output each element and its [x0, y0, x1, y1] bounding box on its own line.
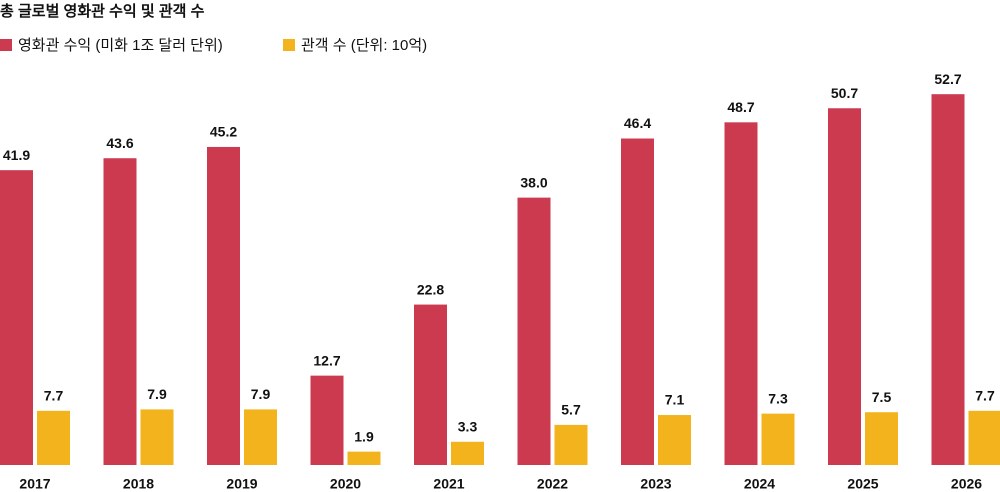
- x-tick-label: 2023: [640, 476, 671, 492]
- x-tick-label: 2022: [537, 476, 568, 492]
- x-tick-label: 2025: [847, 476, 878, 492]
- bar: [103, 158, 137, 465]
- bar: [931, 94, 965, 465]
- data-label: 48.7: [727, 99, 754, 115]
- x-tick-label: 2026: [951, 476, 982, 492]
- bar: [310, 375, 344, 465]
- bar: [37, 410, 70, 465]
- bar: [517, 197, 551, 466]
- bar: [865, 412, 898, 465]
- x-tick-label: 2020: [330, 476, 361, 492]
- x-tick-label: 2024: [744, 476, 775, 492]
- bar: [968, 410, 1000, 465]
- legend-label: 관객 수 (단위: 10억): [301, 37, 427, 54]
- data-label: 50.7: [831, 85, 858, 101]
- bar: [414, 304, 447, 465]
- data-label: 7.3: [768, 390, 788, 406]
- x-tick-label: 2017: [19, 476, 50, 492]
- data-label: 7.7: [44, 388, 64, 404]
- data-label: 7.5: [872, 389, 892, 405]
- data-label: 7.7: [975, 388, 995, 404]
- bar: [451, 441, 484, 465]
- legend-swatch: [0, 39, 12, 51]
- bar: [621, 138, 654, 465]
- data-label: 3.3: [458, 418, 478, 434]
- bar: [761, 413, 795, 465]
- data-label: 43.6: [106, 135, 133, 151]
- bar: [347, 451, 381, 465]
- chart-title: 총 글로벌 영화관 수익 및 관객 수: [0, 2, 205, 20]
- bar: [724, 122, 758, 465]
- x-tick-label: 2021: [433, 476, 464, 492]
- bar: [207, 146, 240, 465]
- bar: [0, 170, 33, 465]
- bar: [244, 409, 277, 465]
- data-label: 41.9: [3, 147, 30, 163]
- data-label: 46.4: [624, 115, 651, 131]
- bar: [828, 108, 861, 466]
- data-label: 7.9: [251, 386, 271, 402]
- data-label: 1.9: [354, 428, 374, 444]
- data-label: 7.9: [147, 386, 167, 402]
- legend-swatch: [283, 39, 295, 51]
- data-label: 7.1: [665, 392, 685, 408]
- bar: [140, 409, 174, 465]
- bar: [554, 424, 588, 465]
- data-label: 5.7: [561, 402, 581, 418]
- data-label: 12.7: [313, 352, 340, 368]
- x-tick-label: 2019: [226, 476, 257, 492]
- data-label: 45.2: [210, 124, 237, 140]
- legend-label: 영화관 수익 (미화 1조 달러 단위): [18, 37, 223, 54]
- data-label: 38.0: [520, 174, 547, 190]
- data-label: 52.7: [934, 71, 961, 87]
- data-label: 22.8: [417, 281, 444, 297]
- x-tick-label: 2018: [123, 476, 154, 492]
- bar: [658, 415, 691, 465]
